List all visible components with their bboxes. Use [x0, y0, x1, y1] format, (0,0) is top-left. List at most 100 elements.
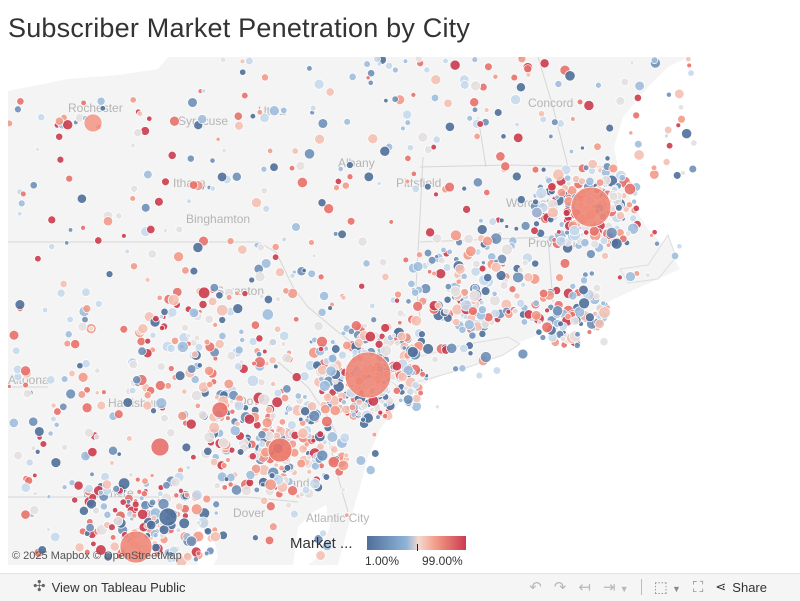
city-marker[interactable]	[405, 298, 412, 305]
city-marker[interactable]	[633, 93, 642, 102]
city-marker[interactable]	[583, 100, 595, 111]
city-marker[interactable]	[556, 187, 567, 198]
city-marker[interactable]	[391, 95, 399, 103]
city-marker[interactable]	[61, 484, 68, 490]
city-marker[interactable]	[343, 118, 351, 126]
city-marker[interactable]	[274, 296, 281, 303]
city-marker[interactable]	[532, 299, 540, 307]
city-marker[interactable]	[238, 328, 245, 335]
city-marker[interactable]	[411, 381, 420, 390]
city-marker[interactable]	[449, 285, 462, 298]
city-marker[interactable]	[374, 339, 384, 349]
city-marker[interactable]	[650, 57, 659, 64]
city-marker[interactable]	[94, 367, 101, 374]
city-marker[interactable]	[300, 406, 311, 417]
city-marker[interactable]	[588, 270, 595, 277]
city-marker[interactable]	[8, 417, 19, 428]
city-marker[interactable]	[367, 79, 374, 86]
city-marker[interactable]	[246, 374, 260, 387]
city-marker[interactable]	[351, 348, 359, 356]
city-marker[interactable]	[402, 256, 410, 264]
city-marker[interactable]	[595, 178, 605, 187]
city-marker[interactable]	[446, 248, 453, 255]
city-marker[interactable]	[547, 182, 557, 192]
city-marker[interactable]	[632, 111, 641, 120]
city-marker[interactable]	[443, 295, 452, 304]
city-marker[interactable]	[131, 512, 138, 519]
city-marker[interactable]	[86, 498, 97, 510]
city-marker[interactable]	[513, 226, 519, 232]
city-marker[interactable]	[34, 255, 42, 263]
city-marker[interactable]	[245, 57, 254, 66]
city-marker[interactable]	[306, 65, 313, 72]
city-marker[interactable]	[109, 460, 115, 466]
city-marker[interactable]	[186, 154, 195, 163]
city-marker[interactable]	[618, 174, 626, 182]
city-marker[interactable]	[259, 112, 270, 123]
city-marker[interactable]	[50, 402, 57, 409]
city-marker[interactable]	[568, 224, 581, 237]
city-marker[interactable]	[64, 240, 70, 246]
city-marker[interactable]	[459, 80, 470, 90]
city-marker[interactable]	[397, 320, 403, 326]
city-marker[interactable]	[559, 258, 571, 269]
city-marker[interactable]	[203, 446, 213, 456]
city-marker[interactable]	[20, 190, 27, 198]
city-marker[interactable]	[599, 337, 609, 347]
city-marker[interactable]	[350, 411, 357, 418]
city-marker[interactable]	[267, 147, 274, 154]
city-marker[interactable]	[226, 237, 235, 245]
city-marker[interactable]	[677, 114, 686, 124]
city-marker[interactable]	[50, 457, 62, 468]
city-marker[interactable]	[209, 283, 219, 293]
city-marker[interactable]	[375, 414, 381, 420]
city-marker[interactable]	[152, 532, 159, 539]
city-marker[interactable]	[128, 472, 134, 478]
city-marker[interactable]	[190, 389, 203, 402]
city-marker[interactable]	[412, 261, 424, 272]
city-marker[interactable]	[583, 229, 590, 236]
city-marker[interactable]	[271, 243, 280, 251]
city-marker[interactable]	[20, 509, 31, 520]
city-marker[interactable]	[140, 490, 148, 498]
city-marker[interactable]	[265, 501, 276, 512]
city-marker[interactable]	[394, 297, 400, 304]
city-marker[interactable]	[564, 312, 572, 320]
city-marker[interactable]	[50, 415, 57, 423]
city-marker[interactable]	[533, 220, 540, 228]
city-marker[interactable]	[555, 273, 564, 282]
city-marker[interactable]	[520, 221, 531, 231]
city-marker[interactable]	[340, 294, 347, 301]
city-marker[interactable]	[289, 272, 296, 279]
city-marker[interactable]	[273, 363, 279, 370]
city-marker[interactable]	[331, 344, 341, 354]
city-marker[interactable]	[99, 105, 106, 112]
city-marker[interactable]	[109, 541, 120, 552]
city-marker[interactable]	[227, 481, 234, 488]
city-marker[interactable]	[197, 114, 208, 125]
city-marker[interactable]	[270, 381, 277, 387]
city-marker[interactable]	[261, 417, 273, 429]
city-marker[interactable]	[76, 193, 87, 204]
city-marker[interactable]	[478, 299, 485, 306]
city-marker[interactable]	[185, 535, 198, 547]
city-marker[interactable]	[59, 279, 68, 289]
city-marker[interactable]	[444, 283, 452, 291]
city-marker[interactable]	[282, 287, 290, 295]
city-marker[interactable]	[444, 181, 455, 193]
city-marker[interactable]	[552, 305, 564, 317]
city-marker[interactable]	[608, 163, 619, 174]
city-marker[interactable]	[84, 548, 91, 556]
city-marker[interactable]	[364, 330, 376, 343]
city-marker[interactable]	[181, 323, 189, 332]
city-marker[interactable]	[129, 195, 136, 202]
city-marker[interactable]	[422, 343, 434, 355]
city-marker[interactable]	[600, 300, 607, 307]
city-marker[interactable]	[108, 523, 116, 531]
city-marker[interactable]	[177, 411, 188, 421]
city-marker[interactable]	[484, 62, 493, 72]
city-marker[interactable]	[665, 142, 674, 150]
city-marker[interactable]	[459, 343, 469, 354]
city-marker[interactable]	[414, 57, 423, 63]
city-marker[interactable]	[391, 332, 397, 338]
